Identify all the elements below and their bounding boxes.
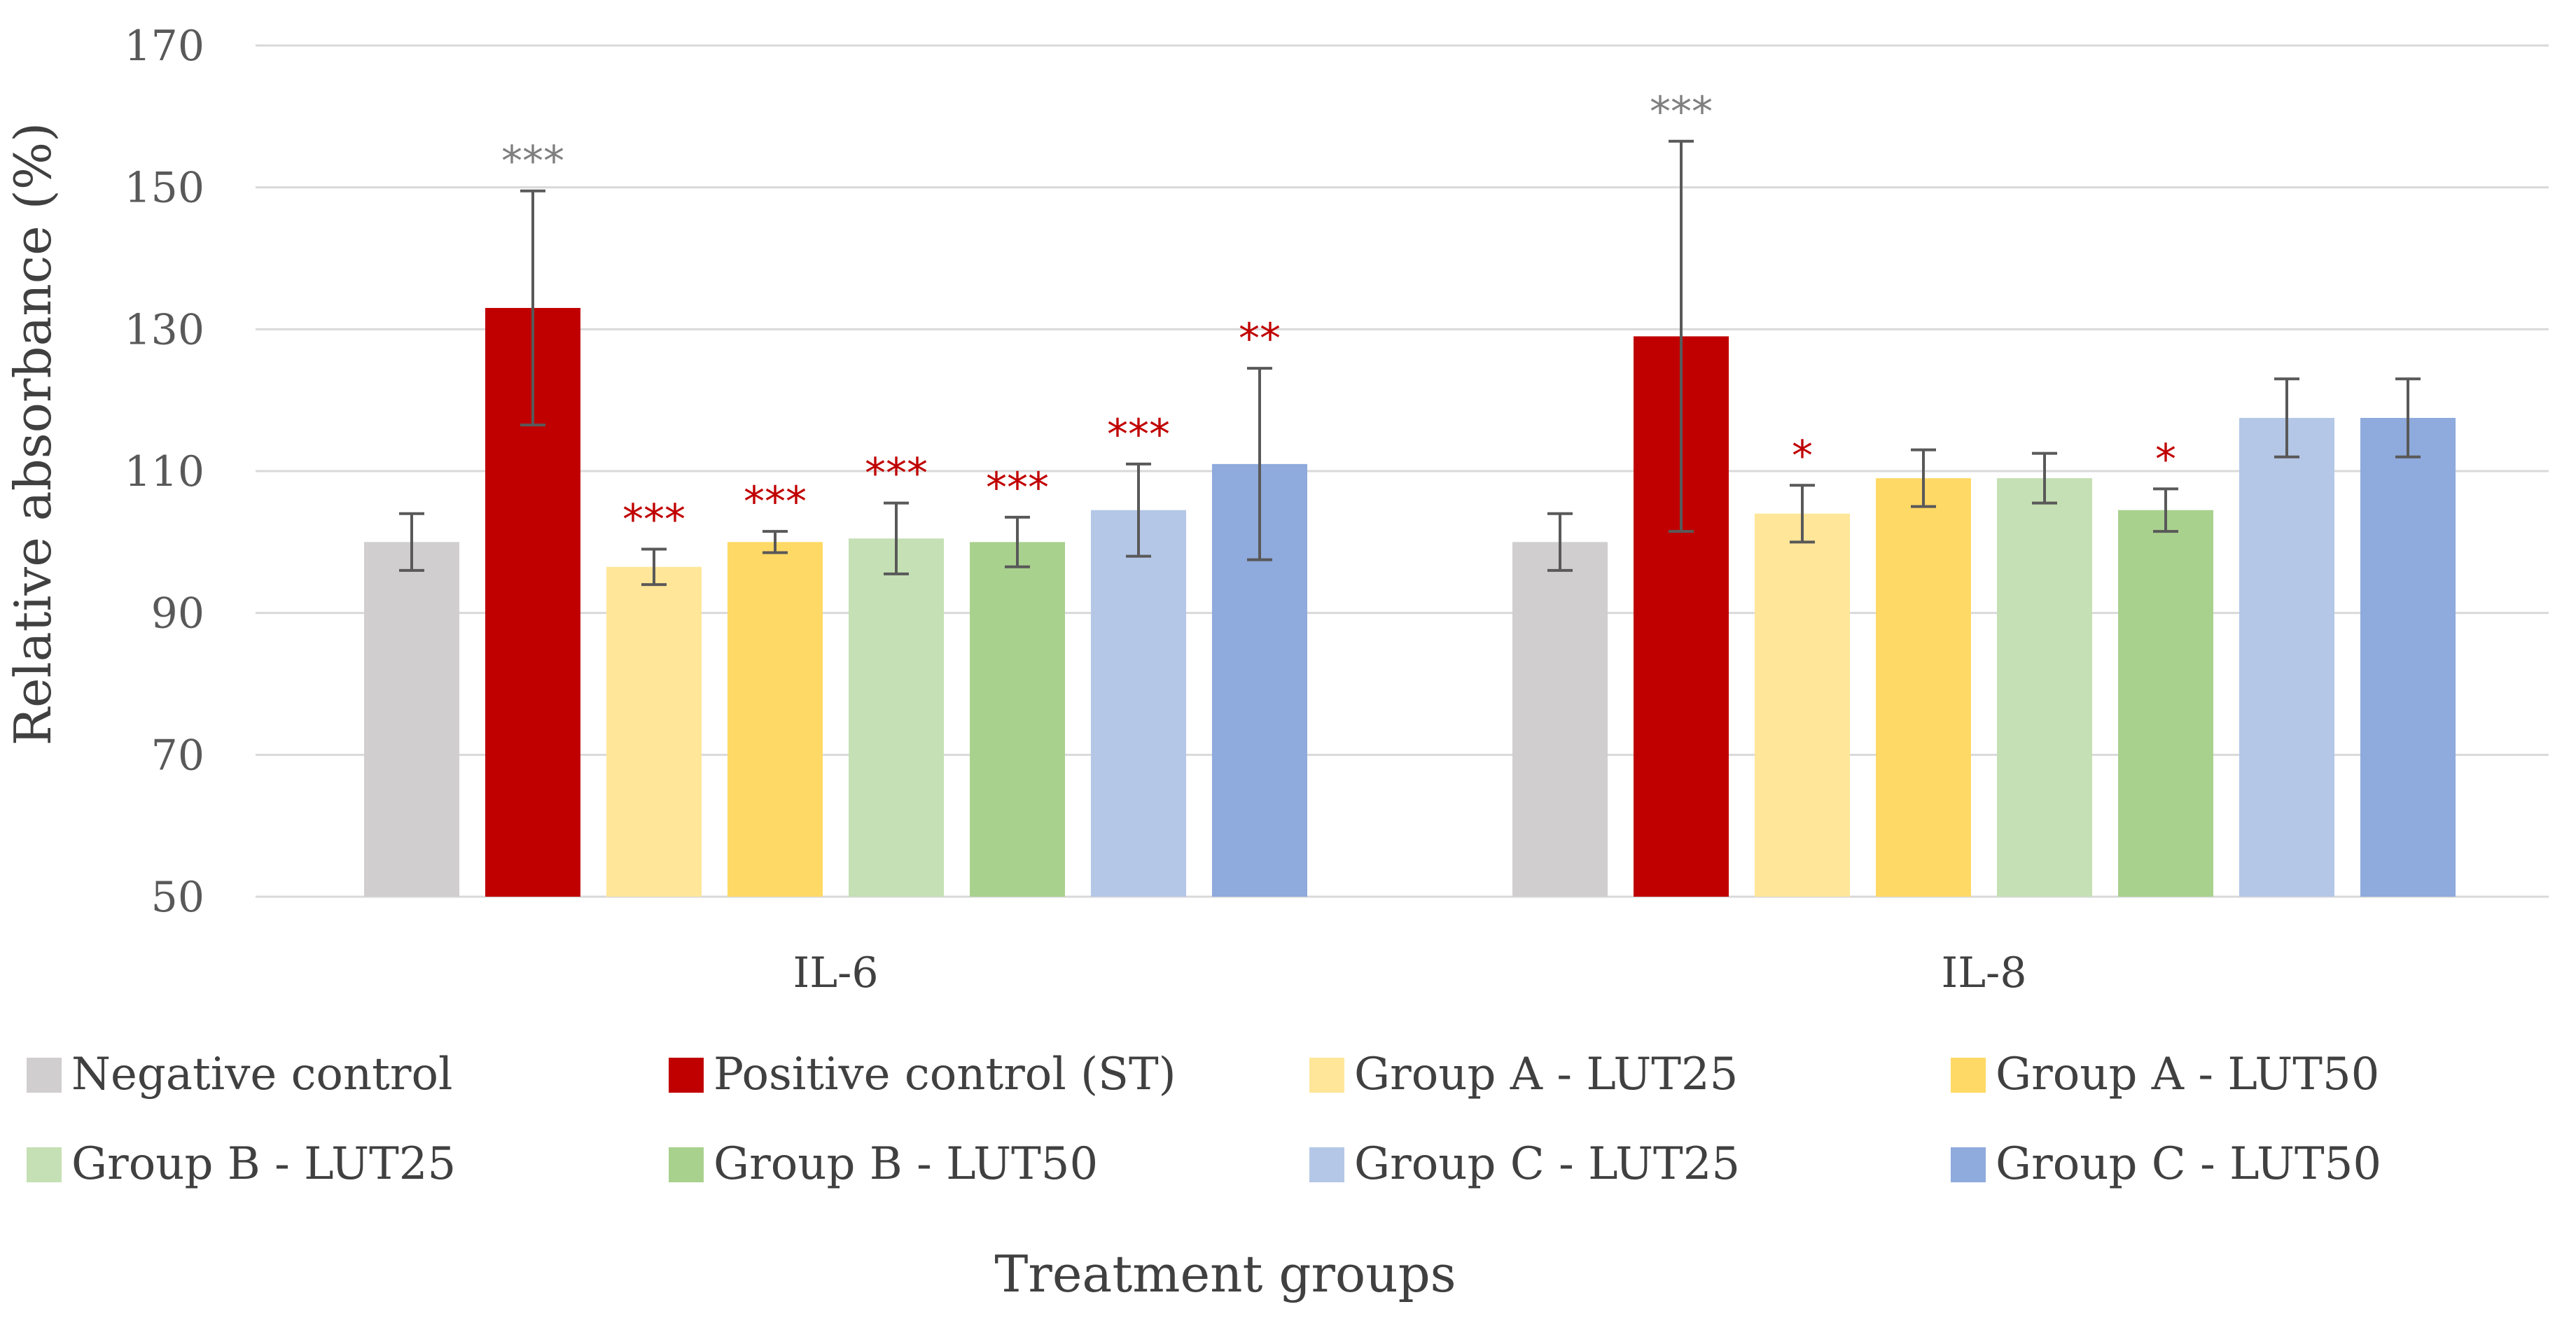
y-tick-label: 110 xyxy=(124,447,204,496)
legend-swatch xyxy=(27,1147,62,1182)
bar xyxy=(727,542,823,897)
legend-swatch xyxy=(27,1058,62,1093)
category-label: IL-6 xyxy=(793,948,879,997)
bar xyxy=(1512,542,1608,897)
legend-item: Group C - LUT50 xyxy=(1951,1138,2381,1190)
legend: Negative control Positive control (ST) Gro… xyxy=(27,1049,2381,1190)
legend-item: Group B - LUT25 xyxy=(27,1138,456,1190)
legend-item: Negative control xyxy=(27,1049,452,1100)
bars xyxy=(364,307,2456,897)
error-bars xyxy=(399,139,2421,587)
legend-swatch xyxy=(1309,1147,1344,1182)
bar xyxy=(606,566,702,897)
bar xyxy=(1997,478,2092,897)
significance-label: * xyxy=(2155,435,2176,484)
bar xyxy=(2360,418,2456,897)
y-tick-label: 90 xyxy=(151,589,204,638)
legend-item: Positive control (ST) xyxy=(669,1049,1176,1100)
y-tick-label: 150 xyxy=(124,164,204,213)
y-tick-label: 170 xyxy=(124,22,204,71)
legend-swatch xyxy=(1309,1058,1344,1093)
y-tick-label: 130 xyxy=(124,305,204,354)
legend-swatch xyxy=(1951,1147,1986,1182)
legend-label: Group C - LUT25 xyxy=(1354,1138,1740,1190)
legend-swatch xyxy=(669,1058,704,1093)
significance-label: *** xyxy=(1650,88,1713,136)
y-axis-ticks: 50 70 90 110 130 150 170 xyxy=(124,22,204,922)
bar xyxy=(364,542,459,897)
significance-labels: ****** ****** ************ * xyxy=(501,88,2176,545)
bar xyxy=(849,538,944,897)
category-label: IL-8 xyxy=(1942,948,2027,997)
significance-label: *** xyxy=(986,463,1049,512)
bar xyxy=(1091,510,1186,897)
significance-label: *** xyxy=(744,477,807,526)
x-axis-categories: IL-6 IL-8 xyxy=(793,948,2027,997)
y-axis-title: Relative absorbance (%) xyxy=(4,122,62,746)
bar xyxy=(1876,478,1971,897)
bar xyxy=(1755,513,1850,897)
legend-item: Group A - LUT25 xyxy=(1309,1049,1738,1100)
significance-label: *** xyxy=(1107,410,1170,459)
significance-label: *** xyxy=(865,449,928,498)
legend-label: Group A - LUT25 xyxy=(1354,1049,1738,1100)
y-tick-label: 50 xyxy=(151,873,204,922)
x-axis-title: Treatment groups xyxy=(994,1245,1456,1303)
bar xyxy=(970,542,1065,897)
legend-item: Group C - LUT25 xyxy=(1309,1138,1740,1190)
y-tick-label: 70 xyxy=(151,731,204,780)
significance-label: ** xyxy=(1239,314,1281,363)
legend-label: Negative control xyxy=(71,1049,452,1100)
legend-label: Group B - LUT50 xyxy=(713,1138,1098,1190)
bar xyxy=(2118,510,2213,897)
bar xyxy=(2239,418,2334,897)
legend-label: Group C - LUT50 xyxy=(1996,1138,2381,1190)
legend-item: Group B - LUT50 xyxy=(669,1138,1098,1190)
legend-item: Group A - LUT50 xyxy=(1951,1049,2379,1100)
significance-label: *** xyxy=(501,137,564,186)
legend-label: Positive control (ST) xyxy=(713,1049,1176,1100)
legend-swatch xyxy=(669,1147,704,1182)
significance-label: *** xyxy=(622,495,685,544)
legend-label: Group B - LUT25 xyxy=(71,1138,456,1190)
legend-label: Group A - LUT50 xyxy=(1996,1049,2379,1100)
significance-label: * xyxy=(1792,431,1813,480)
legend-swatch xyxy=(1951,1058,1986,1093)
